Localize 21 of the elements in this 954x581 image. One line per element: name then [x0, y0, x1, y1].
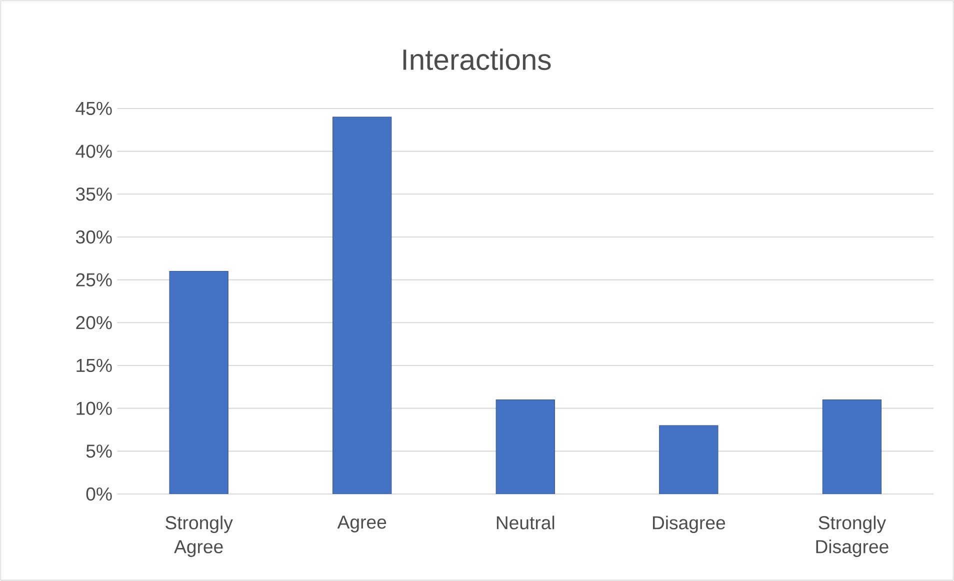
y-tick-label: 45%: [76, 102, 112, 116]
x-tick-label: Strongly Disagree: [816, 516, 888, 557]
y-tick-label: 0%: [86, 487, 112, 501]
bar: [332, 116, 392, 494]
x-tick-label: Strongly Agree: [166, 516, 233, 557]
x-tick-label: Neutral: [496, 516, 554, 530]
bar: [659, 425, 718, 494]
bar: [822, 400, 882, 494]
x-tick-label: Disagree: [652, 516, 726, 534]
y-tick-label: 35%: [76, 188, 112, 201]
y-tick-label: 10%: [76, 402, 112, 415]
x-tick-label: Agree: [337, 516, 386, 532]
y-tick-label: 40%: [76, 144, 112, 158]
bar: [496, 400, 555, 494]
bar: [169, 271, 228, 494]
y-tick-label: 20%: [76, 316, 112, 330]
y-tick-label: 15%: [76, 358, 112, 372]
chart-title: Interactions: [403, 48, 551, 70]
y-tick-label: 25%: [76, 273, 112, 286]
y-tick-label: 30%: [76, 230, 112, 244]
y-tick-label: 5%: [86, 444, 112, 458]
